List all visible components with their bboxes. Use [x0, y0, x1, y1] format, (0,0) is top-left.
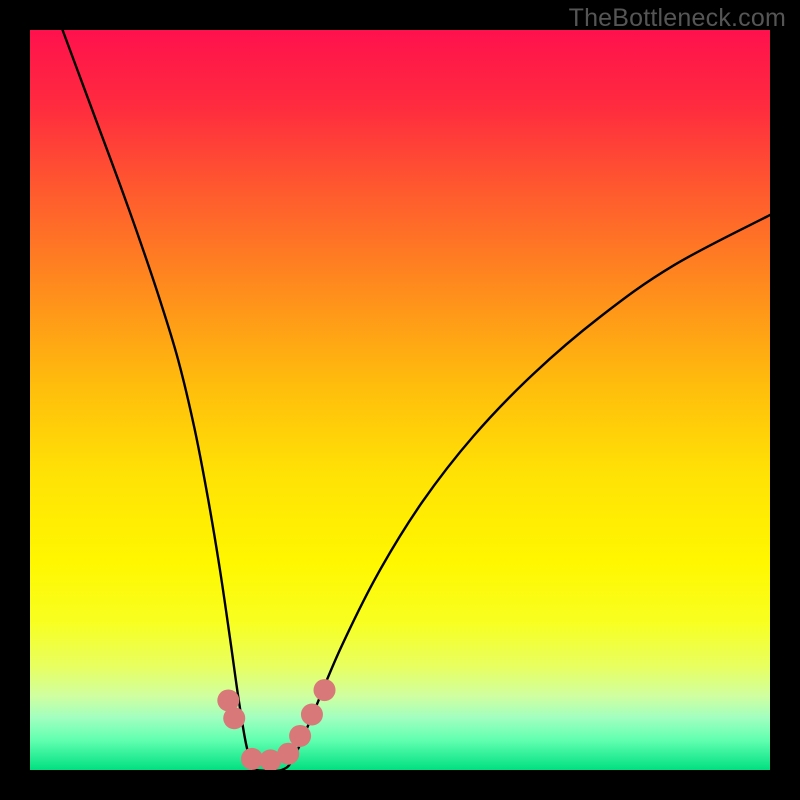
chart-container: TheBottleneck.com [0, 0, 800, 800]
bottom-marker [223, 707, 245, 729]
watermark-text: TheBottleneck.com [569, 4, 786, 33]
chart-gradient-background [30, 30, 770, 770]
bottleneck-chart [0, 0, 800, 800]
bottom-marker [314, 679, 336, 701]
bottom-marker [289, 725, 311, 747]
bottom-marker [301, 704, 323, 726]
